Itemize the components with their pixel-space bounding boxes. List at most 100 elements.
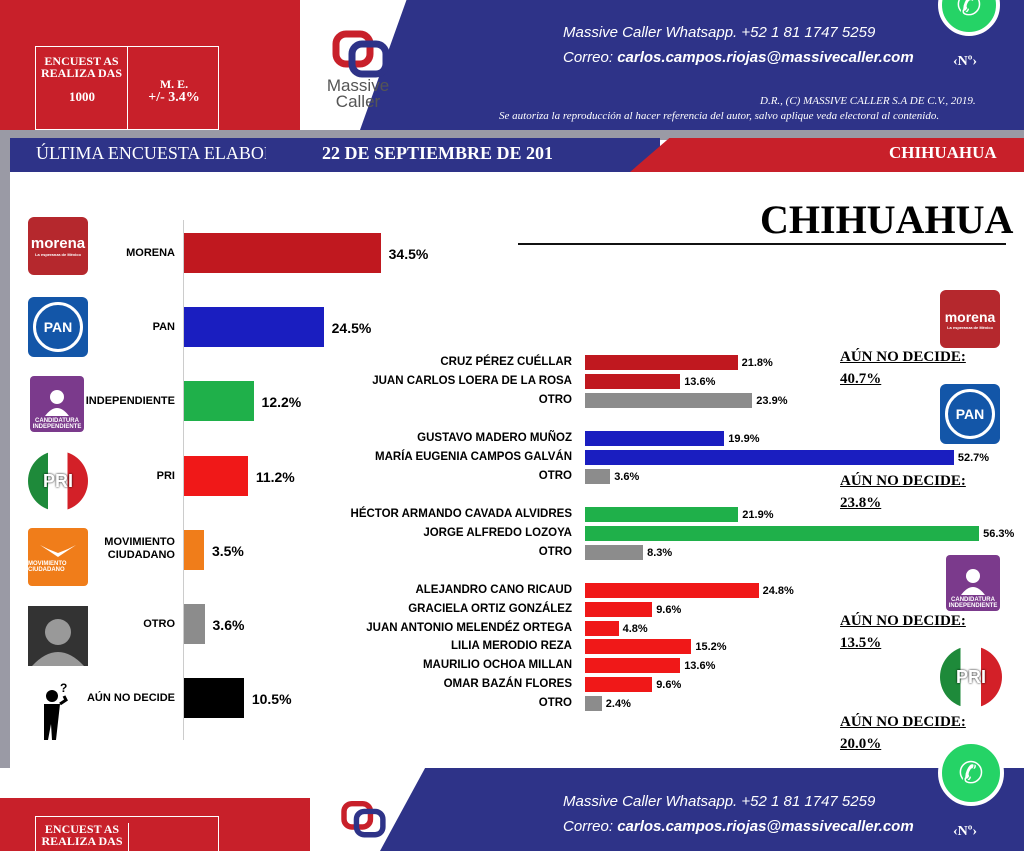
candidate-label: ALEJANDRO CANO RICAUD	[415, 584, 572, 596]
candidate-value: 2.4%	[605, 697, 631, 710]
party-label: AÚN NO DECIDE	[86, 692, 175, 705]
candidate-bar	[585, 468, 611, 484]
pri-logo-right: PRI	[940, 646, 1002, 708]
candidate-value: 52.7%	[957, 451, 990, 464]
person-avatar-icon	[32, 619, 84, 666]
footer-whatsapp-line: Massive Caller Whatsapp. +52 1 81 1747 5…	[563, 793, 876, 810]
banner-blue	[0, 138, 660, 172]
pan-logo-right: PAN	[940, 384, 1000, 444]
candidate-value: 19.9%	[728, 433, 760, 445]
candidate-label: OTRO	[538, 469, 572, 482]
svg-text:?: ?	[60, 681, 67, 695]
undecided-value: 20.0%	[840, 736, 882, 752]
candidate-label: JUAN CARLOS LOERA DE LA ROSA	[372, 374, 572, 387]
bar-5	[184, 604, 205, 644]
page-title: CHIHUAHUA	[760, 197, 1014, 242]
party-label: PRI	[156, 469, 175, 482]
candidate-value: 3.6%	[614, 470, 640, 483]
footer-whatsapp-icon: ✆	[938, 740, 1004, 806]
surveys-count: ENCUEST AS REALIZA DAS 1000	[36, 47, 128, 129]
candidate-bar	[585, 355, 738, 370]
whatsapp-line: Massive Caller Whatsapp. +52 1 81 1747 5…	[563, 24, 876, 41]
otro-placeholder-avatar	[28, 606, 88, 666]
bar-3	[184, 455, 248, 496]
bar-6	[184, 678, 244, 719]
undecided-label: AÚN NO DECIDE:	[840, 349, 966, 365]
bar-2	[184, 381, 254, 422]
candidate-bar	[585, 507, 739, 522]
margin-error: M. E. +/- 3.4%	[130, 77, 218, 105]
candidate-label: MAURILIO OCHOA MILLAN	[422, 659, 572, 672]
person-silhouette-icon	[961, 569, 985, 595]
party-label: MOVIMIENTO CIUDADANO	[104, 535, 175, 561]
candidate-value: 56.3%	[983, 527, 1015, 540]
candidate-value: 15.2%	[695, 641, 727, 654]
candidate-label: MARÍA EUGENIA CAMPOS GALVÁN	[375, 450, 572, 463]
candidate-bar	[585, 658, 681, 674]
candidate-bar	[585, 431, 725, 446]
undecided-value: 13.5%	[840, 635, 882, 651]
email-line: Correo: carlos.campos.riojas@massivecall…	[563, 49, 914, 66]
value-label: 3.5%	[211, 542, 244, 559]
value-label: 10.5%	[251, 691, 292, 708]
candidate-label: JUAN ANTONIO MELENDÉZ ORTEGA	[366, 621, 572, 634]
footer-email-line: Correo: carlos.campos.riojas@massivecall…	[563, 818, 914, 835]
surveys-value: 1000	[69, 89, 95, 104]
page-number: ‹Nº›	[953, 54, 978, 69]
person-silhouette-icon	[45, 390, 69, 416]
candidate-bar	[585, 373, 681, 389]
candidate-label: OTRO	[538, 696, 572, 709]
header-blue-panel	[360, 0, 1024, 130]
candidate-bar	[585, 695, 602, 711]
footer-surveys-label: ENCUEST AS REALIZA DAS	[36, 823, 129, 863]
value-label: 12.2%	[261, 394, 302, 411]
banner-last-survey: ÚLTIMA ENCUESTA ELABORADA EL	[36, 143, 266, 163]
candidate-bar	[585, 677, 653, 692]
candidate-label: GRACIELA ORTIZ GONZÁLEZ	[408, 602, 572, 615]
speech-bubbles-icon	[332, 30, 390, 78]
survey-info-box: ENCUEST AS REALIZA DAS 1000 M. E. +/- 3.…	[35, 46, 219, 130]
brand-name: Massive Caller	[326, 76, 390, 111]
candidate-value: 21.8%	[741, 357, 773, 369]
massive-caller-logo: Massive Caller	[318, 30, 408, 120]
banner-state: CHIHUAHUA	[889, 143, 997, 162]
candidate-value: 9.6%	[656, 603, 682, 616]
value-label: 24.5%	[331, 320, 372, 337]
disclaimer: Se autoriza la reproducción al hacer ref…	[499, 110, 940, 122]
morena-logo: morena La esperanza de México	[28, 217, 88, 275]
candidate-value: 9.6%	[656, 679, 682, 691]
undecided-person-icon: ?	[38, 680, 74, 740]
footer-survey-box: ENCUEST AS REALIZA DAS	[35, 816, 219, 863]
candidate-label: OTRO	[538, 545, 572, 558]
independiente-logo: CANDIDATURA INDEPENDIENTE	[30, 376, 84, 432]
candidate-label: LILIA MERODIO REZA	[451, 640, 572, 653]
undecided-label: AÚN NO DECIDE:	[840, 714, 966, 730]
candidate-label: HÉCTOR ARMANDO CAVADA ALVIDRES	[350, 508, 572, 520]
surveys-label: ENCUEST AS REALIZA DAS	[40, 54, 123, 80]
candidate-label: JORGE ALFREDO LOZOYA	[423, 526, 572, 539]
bar-4	[184, 529, 204, 570]
candidate-bar	[585, 620, 619, 636]
candidate-bar	[585, 525, 980, 541]
banner-red	[630, 138, 1024, 172]
candidate-label: OMAR BAZÁN FLORES	[443, 678, 572, 690]
footer-logo	[330, 800, 400, 845]
undecided-label: AÚN NO DECIDE:	[840, 473, 966, 489]
candidate-value: 21.9%	[742, 509, 774, 521]
speech-bubbles-icon	[341, 800, 386, 838]
banner-gray-strip	[0, 130, 1024, 140]
value-label: 34.5%	[388, 246, 429, 262]
value-label: 3.6%	[212, 617, 245, 633]
pri-logo: PRI	[28, 451, 88, 511]
candidate-value: 24.8%	[762, 585, 794, 597]
header-red-panel	[0, 0, 320, 130]
party-label: OTRO	[143, 618, 175, 630]
footer-page-number: ‹Nº›	[953, 824, 978, 839]
margin-error-label: M. E.	[159, 77, 189, 91]
bar-1	[184, 307, 324, 348]
eagle-icon	[40, 545, 76, 557]
candidate-bar	[585, 583, 759, 598]
left-chart-axis	[183, 220, 184, 740]
undecided-value: 40.7%	[840, 371, 882, 387]
candidate-value: 13.6%	[684, 375, 716, 388]
